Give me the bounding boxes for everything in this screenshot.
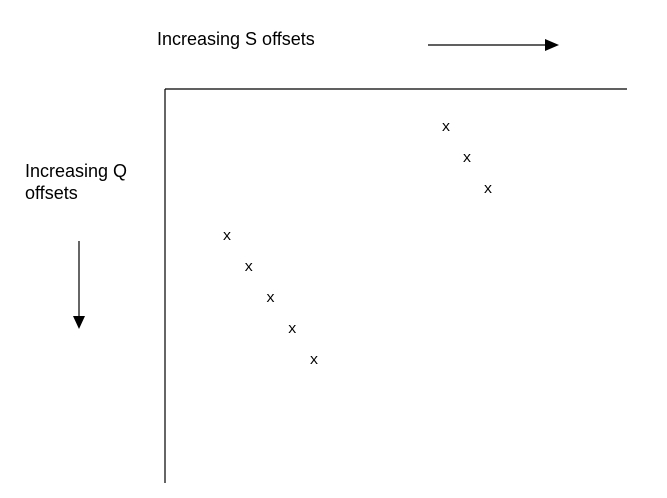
- q-offsets-label: Increasing Q offsets: [25, 160, 127, 204]
- offset-mark: x: [287, 320, 297, 338]
- s-offsets-label: Increasing S offsets: [157, 29, 315, 49]
- s-direction-arrow: [428, 39, 559, 51]
- offset-mark: x: [309, 351, 319, 369]
- offset-mark: x: [244, 258, 254, 276]
- offset-mark: x: [222, 227, 232, 245]
- offset-mark: x: [265, 289, 276, 307]
- offset-mark: x: [441, 118, 451, 136]
- q-direction-arrow: [73, 241, 85, 329]
- q-offsets-label-line1: Increasing Q: [25, 161, 128, 181]
- offset-mark: x: [483, 180, 493, 198]
- q-offsets-label-line2: offsets: [25, 183, 78, 203]
- offset-mark: x: [462, 149, 472, 167]
